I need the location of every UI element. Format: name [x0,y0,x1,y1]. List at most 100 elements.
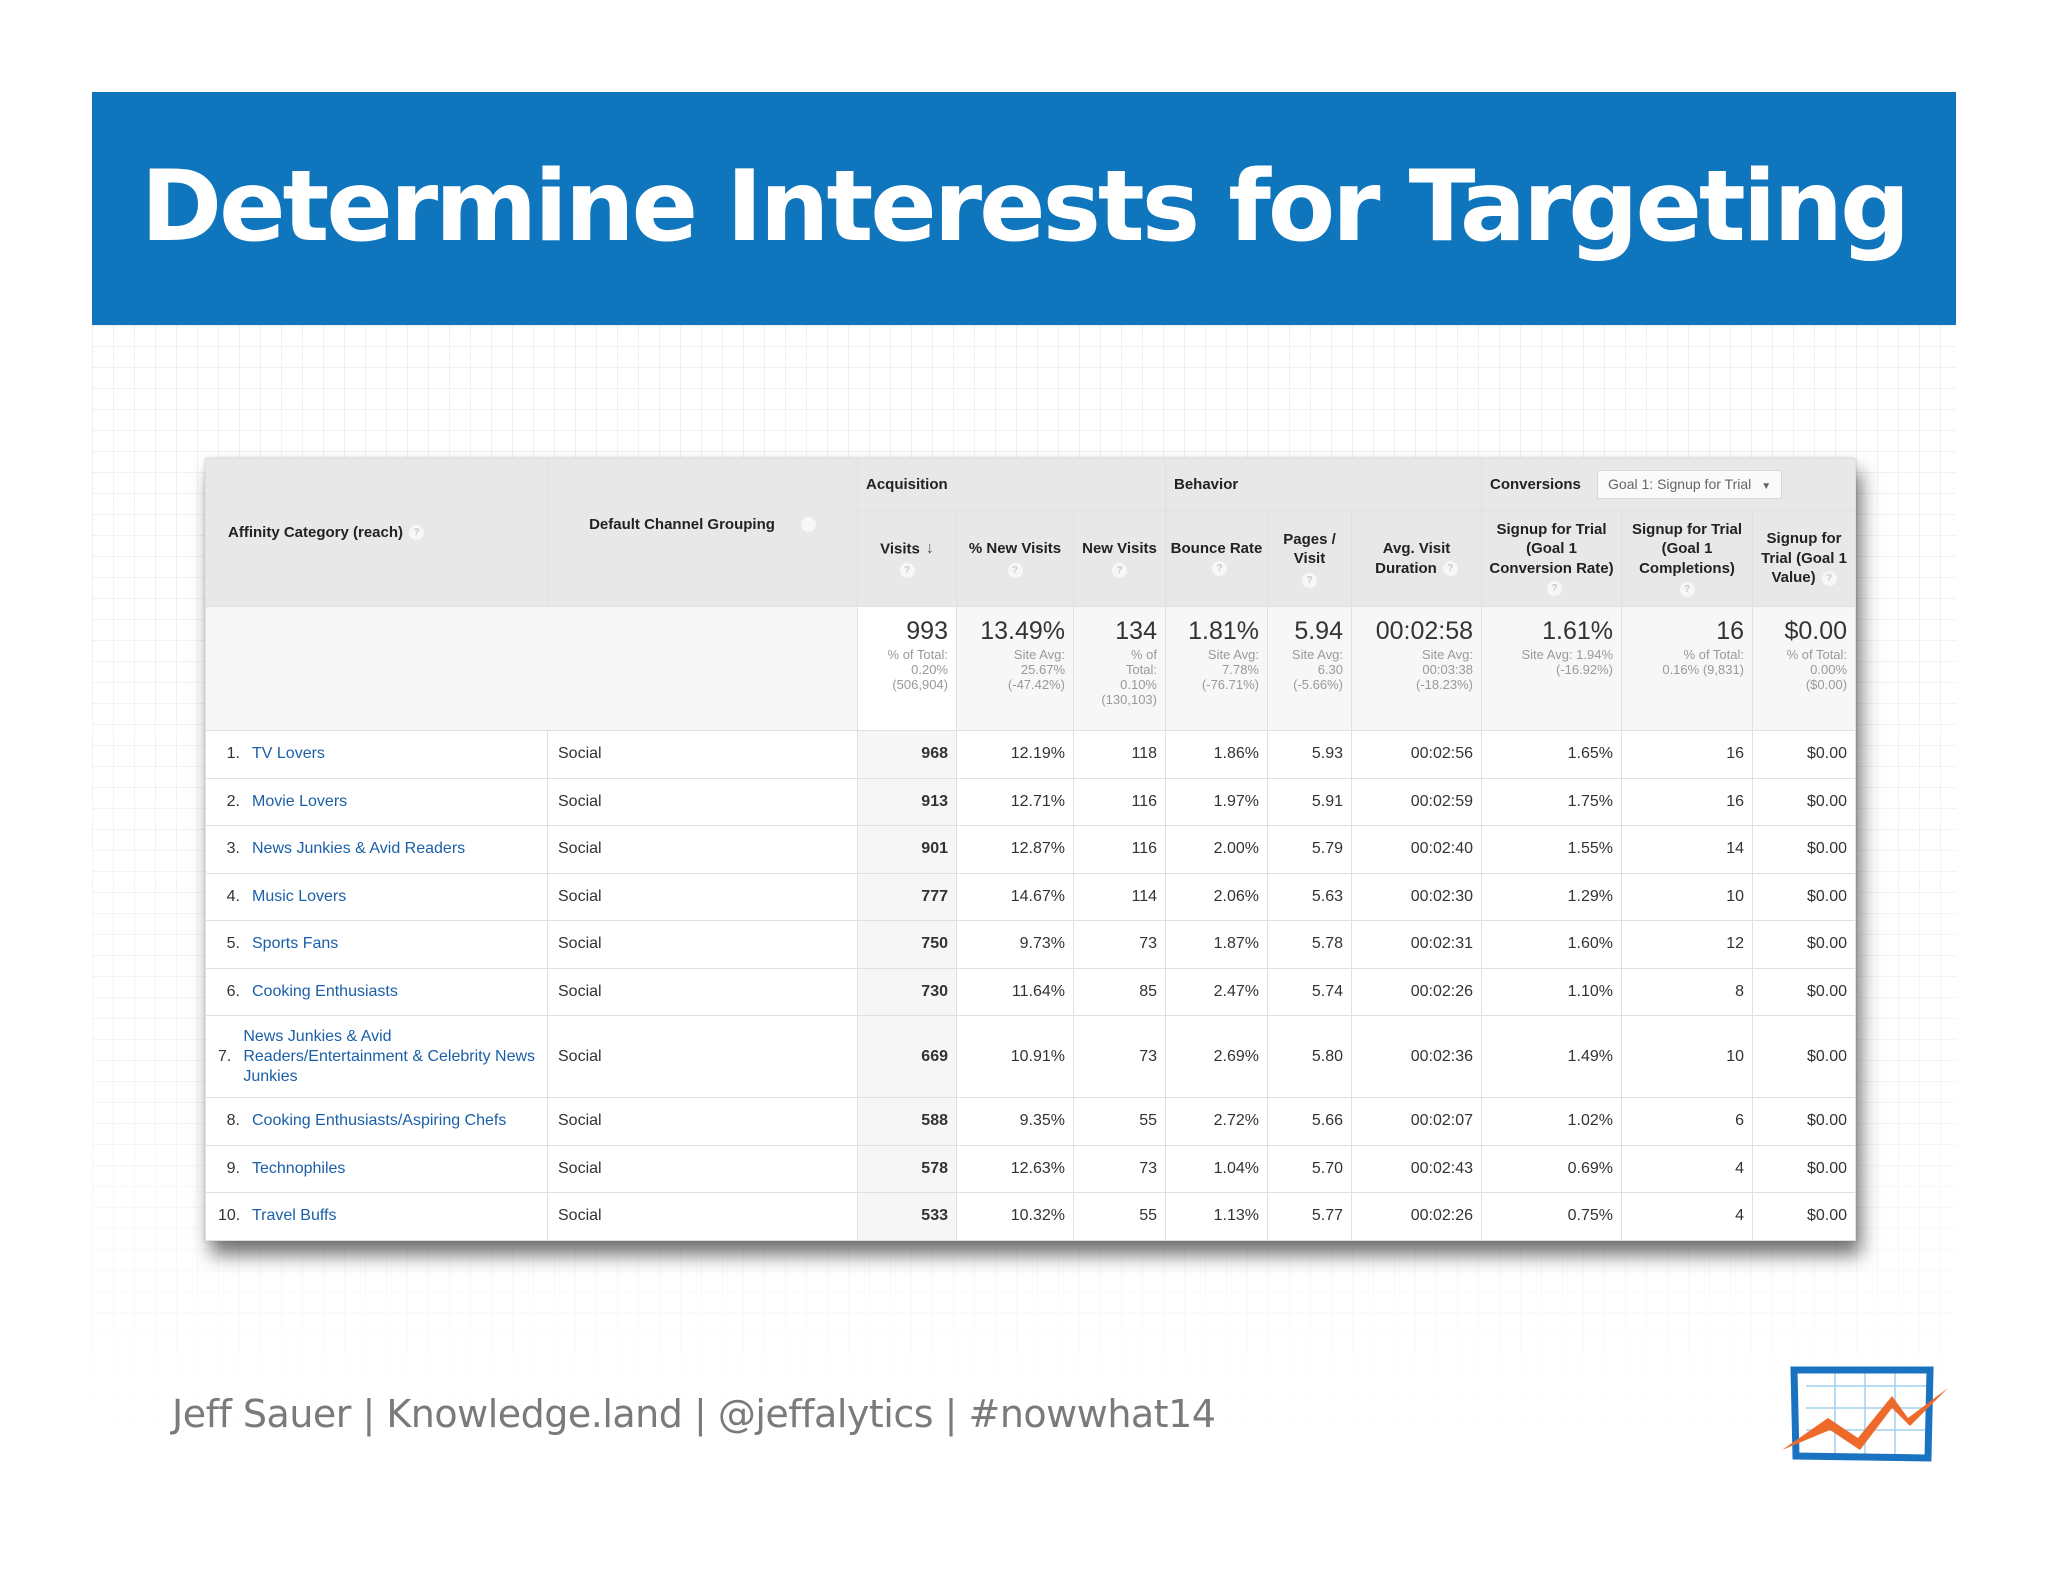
header-avg-visit-duration[interactable]: Avg. Visit Duration? [1350,510,1483,607]
header-goal-value[interactable]: Signup for Trial (Goal 1 Value)? [1752,510,1857,607]
totals-row: 993% of Total: 0.20% (506,904) 13.49% Sit… [205,606,1857,731]
row-rank: 6. [226,982,240,1000]
cell-goal-value: $0.00 [1752,967,1857,1016]
affinity-cell: 8. Cooking Enthusiasts/Aspiring Chefs [205,1097,548,1146]
help-icon[interactable] [800,517,816,533]
affinity-category-link[interactable]: Movie Lovers [252,792,348,810]
header-pct-new-visits[interactable]: % New Visits? [956,510,1074,607]
cell-goal-value: $0.00 [1752,1192,1857,1241]
channel-cell: Social [547,1015,858,1098]
cell-goal-completions: 4 [1621,1192,1754,1241]
slide-title: Determine Interests for Targeting [140,149,1911,264]
channel-cell: Social [547,777,858,826]
help-icon[interactable]: ? [1112,562,1127,578]
affinity-category-link[interactable]: Cooking Enthusiasts [252,982,398,1000]
cell-goal-conversion-rate: 1.55% [1481,825,1623,874]
row-rank: 1. [226,745,240,763]
affinity-category-link[interactable]: Travel Buffs [252,1207,337,1225]
cell-visits: 750 [857,920,957,969]
affinity-category-link[interactable]: Technophiles [252,1159,346,1177]
channel-cell: Social [547,1192,858,1241]
cell-goal-conversion-rate: 1.02% [1481,1097,1623,1146]
cell-goal-completions: 4 [1621,1144,1754,1193]
header-goal-completions[interactable]: Signup for Trial (Goal 1 Completions)? [1621,510,1754,607]
channel-cell: Social [547,920,858,969]
affinity-cell: 5. Sports Fans [205,920,548,969]
total-pct-new-visits: 13.49% Site Avg: 25.67% (-47.42%) [956,606,1074,731]
cell-avg-visit-duration: 00:02:40 [1350,825,1483,874]
cell-new-visits: 118 [1073,730,1166,779]
total-goal-completions: 16% of Total: 0.16% (9,831) [1621,606,1754,731]
row-rank: 5. [226,935,240,953]
help-icon[interactable]: ? [1547,580,1563,596]
cell-goal-value: $0.00 [1752,1097,1857,1146]
affinity-category-link[interactable]: News Junkies & Avid Readers [252,840,466,858]
help-icon[interactable]: ? [409,525,425,541]
table-row: 5. Sports Fans Social 750 9.73% 73 1.87% 5.78 00… [205,920,1857,969]
header-visits[interactable]: Visits ↓? [857,510,957,607]
cell-goal-conversion-rate: 1.60% [1481,920,1623,969]
total-goal-value: $0.00% of Total: 0.00% ($0.00) [1752,606,1857,731]
help-icon[interactable]: ? [1302,572,1317,588]
help-icon[interactable]: ? [1007,562,1023,578]
goal-select-dropdown[interactable]: Goal 1: Signup for Trial ▼ [1597,470,1783,499]
cell-pct-new-visits: 12.71% [956,777,1074,826]
help-icon[interactable]: ? [1212,561,1227,577]
cell-goal-conversion-rate: 1.65% [1481,730,1623,779]
cell-goal-completions: 16 [1621,730,1754,779]
header-affinity-category[interactable]: Affinity Category (reach)? [205,458,548,607]
cell-goal-completions: 16 [1621,777,1754,826]
cell-avg-visit-duration: 00:02:36 [1350,1015,1483,1098]
cell-avg-visit-duration: 00:02:56 [1350,730,1483,779]
header-goal-conversion-rate[interactable]: Signup for Trial (Goal 1 Conversion Rate… [1481,510,1623,607]
cell-new-visits: 116 [1073,825,1166,874]
row-rank: 10. [218,1207,241,1225]
cell-pages-per-visit: 5.80 [1267,1015,1352,1098]
help-icon[interactable]: ? [1442,561,1458,577]
cell-avg-visit-duration: 00:02:31 [1350,920,1483,969]
cell-avg-visit-duration: 00:02:43 [1350,1144,1483,1193]
cell-visits: 730 [857,967,957,1016]
cell-pct-new-visits: 12.63% [956,1144,1074,1193]
header-bounce-rate[interactable]: Bounce Rate? [1165,510,1268,607]
cell-avg-visit-duration: 00:02:59 [1350,777,1483,826]
total-pages-per-visit: 5.94 Site Avg: 6.30 (-5.66%) [1267,606,1352,731]
cell-visits: 578 [857,1144,957,1193]
header-new-visits[interactable]: New Visits? [1073,510,1166,607]
channel-cell: Social [547,825,858,874]
affinity-category-link[interactable]: News Junkies & Avid Readers/Entertainmen… [243,1027,536,1085]
cell-bounce-rate: 1.86% [1165,730,1268,779]
cell-goal-value: $0.00 [1752,777,1857,826]
row-rank: 2. [226,792,240,810]
cell-bounce-rate: 2.00% [1165,825,1268,874]
header-pages-per-visit[interactable]: Pages / Visit? [1267,510,1352,607]
help-icon[interactable]: ? [1821,570,1837,586]
cell-visits: 913 [857,777,957,826]
affinity-cell: 3. News Junkies & Avid Readers [205,825,548,874]
table-row: 3. News Junkies & Avid Readers Social 901 12… [205,825,1857,874]
row-rank: 9. [226,1159,240,1177]
table-row: 8. Cooking Enthusiasts/Aspiring Chefs Soci… [205,1097,1857,1146]
help-icon[interactable]: ? [1679,582,1695,598]
affinity-category-link[interactable]: TV Lovers [252,745,325,763]
affinity-category-link[interactable]: Cooking Enthusiasts/Aspiring Chefs [252,1112,507,1130]
caret-down-icon: ▼ [1761,481,1772,493]
help-icon[interactable]: ? [899,563,915,579]
cell-new-visits: 85 [1073,967,1166,1016]
cell-pct-new-visits: 12.19% [956,730,1074,779]
cell-goal-completions: 12 [1621,920,1754,969]
affinity-category-link[interactable]: Music Lovers [252,887,347,905]
table-row: 10. Travel Buffs Social 533 10.32% 55 1.13% 5.7… [205,1192,1857,1241]
sort-descending-icon[interactable]: ↓ [925,539,934,557]
affinity-category-link[interactable]: Sports Fans [252,935,339,953]
cell-pct-new-visits: 10.32% [956,1192,1074,1241]
cell-goal-value: $0.00 [1752,920,1857,969]
header-channel-grouping[interactable]: Default Channel Grouping [547,458,858,607]
cell-goal-conversion-rate: 1.49% [1481,1015,1623,1098]
affinity-cell: 6. Cooking Enthusiasts [205,967,548,1016]
channel-cell: Social [547,967,858,1016]
cell-goal-conversion-rate: 1.75% [1481,777,1623,826]
cell-goal-completions: 8 [1621,967,1754,1016]
affinity-cell: 4. Music Lovers [205,872,548,921]
table-row: 9. Technophiles Social 578 12.63% 73 1.04% 5.70… [205,1144,1857,1193]
